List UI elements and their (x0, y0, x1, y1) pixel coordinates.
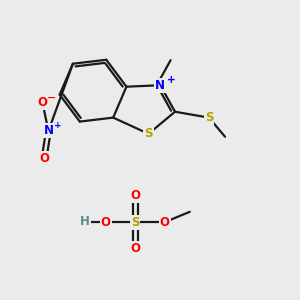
Text: N: N (155, 79, 165, 92)
Text: −: − (47, 93, 56, 103)
Text: O: O (38, 96, 47, 110)
Text: O: O (130, 189, 140, 202)
Text: S: S (205, 111, 213, 124)
Text: +: + (54, 121, 62, 130)
Text: O: O (39, 152, 49, 165)
Text: H: H (80, 215, 90, 228)
Text: S: S (131, 216, 140, 229)
Text: O: O (101, 216, 111, 229)
Text: O: O (130, 242, 140, 255)
Text: O: O (160, 216, 170, 229)
Text: +: + (167, 75, 176, 85)
Text: S: S (144, 127, 153, 140)
Text: N: N (44, 124, 53, 137)
